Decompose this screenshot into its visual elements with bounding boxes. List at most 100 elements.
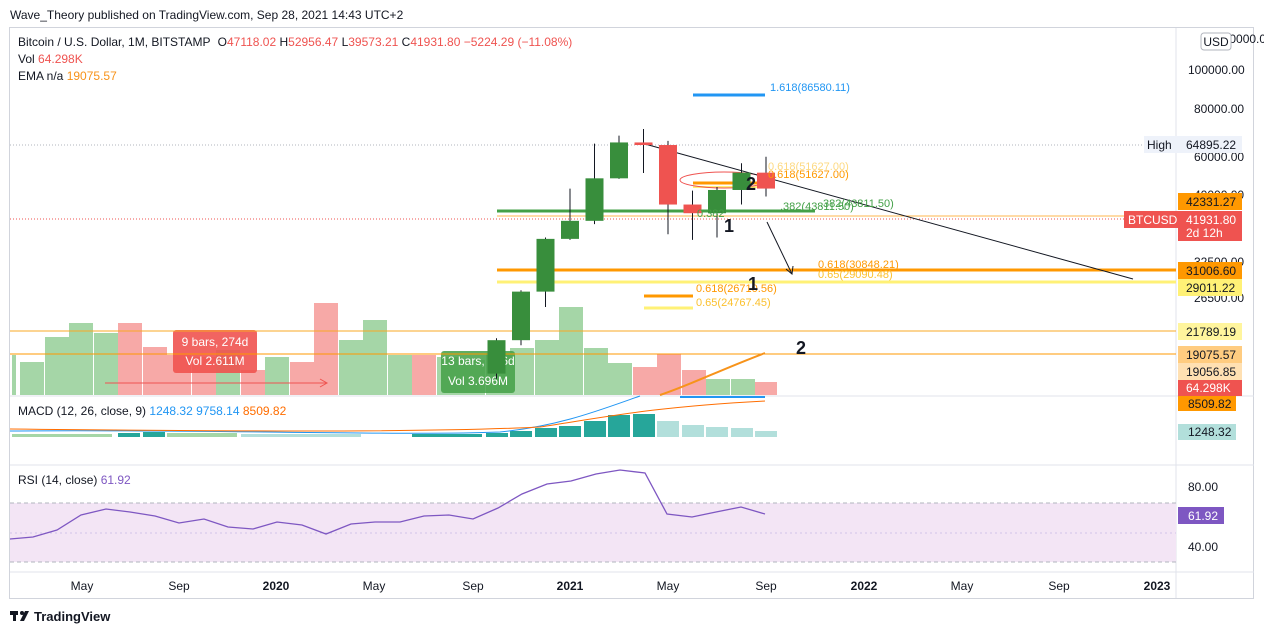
macd-line — [9, 395, 641, 434]
ema-legend: EMA n/a 19075.57 — [18, 69, 117, 83]
high-badge-value: 64895.22 — [1186, 138, 1236, 152]
fib-065-mid-label: 0.65(29090.48) — [818, 269, 893, 281]
macd-badge-hist: 1248.32 — [1188, 425, 1232, 439]
fib-0618-label-top-ghost: 0.618(51627.00) — [768, 161, 849, 173]
vol-value: 64.298K — [38, 52, 83, 66]
time-tick-sep-2020: Sep — [462, 579, 484, 593]
macd-value-3: 8509.82 — [242, 404, 287, 418]
published-header: Wave_Theory published on TradingView.com… — [10, 8, 404, 22]
time-tick-2022: 2022 — [851, 579, 878, 593]
footer-brand: TradingView — [34, 609, 111, 624]
candle-body — [561, 220, 579, 239]
macd-badge-hist-bg — [1178, 424, 1236, 440]
time-tick-2020: 2020 — [263, 579, 290, 593]
rsi-legend: RSI (14, close) 61.92 — [18, 473, 131, 487]
high-badge-label: High — [1147, 138, 1172, 152]
volume-legend: Vol 64.298K — [18, 52, 83, 66]
candle-body — [708, 189, 726, 214]
candle-body — [512, 291, 530, 341]
macd-value-2: 9758.14 — [196, 404, 240, 418]
time-tick-may-2020: May — [363, 579, 386, 593]
candle-body — [683, 204, 702, 214]
time-tick-sep-2019: Sep — [168, 579, 190, 593]
rsi-tick-40: 40.00 — [1188, 540, 1218, 554]
price-tick-60000: 60000.00 — [1194, 150, 1244, 164]
rsi-label: RSI (14, close) — [18, 473, 98, 487]
macd-value-1: 1248.32 — [149, 404, 193, 418]
high-value: 52956.47 — [288, 35, 339, 49]
fib-0618-label-top: 0.618(51627.00) — [768, 169, 849, 181]
close-label: C — [401, 35, 411, 49]
btcusd-badge-value: 41931.80 — [1186, 213, 1236, 227]
fib-382-label-b: .382(43811.50) — [820, 198, 894, 210]
vol-label: Vol — [18, 52, 35, 66]
badge-volume: 64.298K — [1186, 381, 1231, 395]
candle-body — [536, 238, 555, 292]
close-value: 41931.80 — [410, 35, 461, 49]
fib-382-label-a: .382(43811.50) — [780, 201, 854, 213]
fib-065-low-label: 0.65(24767.45) — [696, 297, 771, 309]
fib-0618-mid-label: 0.618(30848.21) — [818, 259, 899, 271]
candle-body — [585, 178, 604, 221]
range-box-1-line2: Vol 2.611M — [185, 354, 244, 368]
badge-31006: 31006.60 — [1186, 264, 1236, 278]
time-tick-may-2019: May — [71, 579, 94, 593]
change-value: −5224.29 (−11.08%) — [463, 35, 573, 49]
price-tick-80000: 80000.00 — [1194, 102, 1244, 116]
trend-line — [644, 143, 1134, 280]
badge-19056: 19056.85 — [1186, 365, 1236, 379]
low-value: 39573.21 — [348, 35, 399, 49]
ema-label: EMA n/a — [18, 69, 64, 83]
price-badges: High 64895.22 42331.27 BTCUSD 41931.80 2… — [1124, 136, 1242, 396]
candle-body — [732, 172, 751, 190]
macd-histogram — [12, 414, 777, 437]
badge-42331: 42331.27 — [1186, 195, 1236, 209]
time-tick-sep-2022: Sep — [1048, 579, 1070, 593]
badge-29011: 29011.22 — [1186, 281, 1235, 295]
symbol-legend: Bitcoin / U.S. Dollar, 1M, BITSTAMP O471… — [18, 35, 572, 49]
volume-bars — [12, 303, 777, 395]
open-value: 47118.02 — [226, 35, 277, 49]
btcusd-badge-label: BTCUSD — [1128, 213, 1178, 227]
candle-series — [487, 128, 775, 379]
macd-label: MACD (12, 26, close, 9) — [18, 404, 147, 418]
rsi-badge-bg — [1178, 507, 1224, 524]
wave-label-1-low: 1 — [748, 274, 758, 294]
high-label: H — [279, 35, 289, 49]
range-arrow-head — [319, 378, 329, 388]
fib-382-label-c: 0.382 — [697, 208, 725, 220]
range-box-1-line1: 9 bars, 274d — [182, 335, 249, 349]
projection-arrow — [766, 221, 793, 275]
range-box-2-line2: Vol 3.696M — [448, 374, 508, 388]
symbol-title: Bitcoin / U.S. Dollar, 1M, BITSTAMP — [18, 35, 211, 49]
chart-frame — [9, 27, 1254, 599]
rsi-line — [9, 469, 766, 540]
currency-badge[interactable] — [1200, 32, 1232, 51]
macd-legend: MACD (12, 26, close, 9) 1248.32 9758.14 … — [18, 404, 286, 418]
time-tick-may-2021: May — [657, 579, 680, 593]
macd-signal-line — [9, 400, 766, 432]
wave-label-2-low: 2 — [796, 338, 806, 358]
fib-0618-low-label: 0.618(26710.56) — [696, 283, 777, 295]
range-box-bars-274d: 9 bars, 274d Vol 2.611M — [173, 330, 257, 373]
time-tick-2021: 2021 — [557, 579, 584, 593]
projection-arrowhead — [785, 265, 794, 275]
btcusd-badge-countdown: 2d 12h — [1186, 226, 1223, 240]
price-tick-100000: 100000.00 — [1188, 63, 1245, 77]
rsi-value: 61.92 — [100, 473, 131, 487]
macd-badge-signal: 8509.82 — [1188, 397, 1232, 411]
time-tick-2023: 2023 — [1144, 579, 1171, 593]
rsi-tick-80: 80.00 — [1188, 480, 1218, 494]
tradingview-logo-icon — [10, 611, 29, 621]
low-label: L — [341, 35, 349, 49]
ema-line — [659, 352, 766, 396]
rsi-badge-value: 61.92 — [1188, 509, 1218, 523]
candle-body — [659, 145, 677, 205]
open-label: O — [217, 35, 227, 49]
time-axis: May Sep 2020 May Sep 2021 May Sep 2022 M… — [71, 579, 1171, 593]
badge-19075: 19075.57 — [1186, 348, 1236, 362]
ema-value: 19075.57 — [66, 69, 117, 83]
fib-1618-label: 1.618(86580.11) — [770, 82, 850, 94]
time-tick-sep-2021: Sep — [755, 579, 777, 593]
